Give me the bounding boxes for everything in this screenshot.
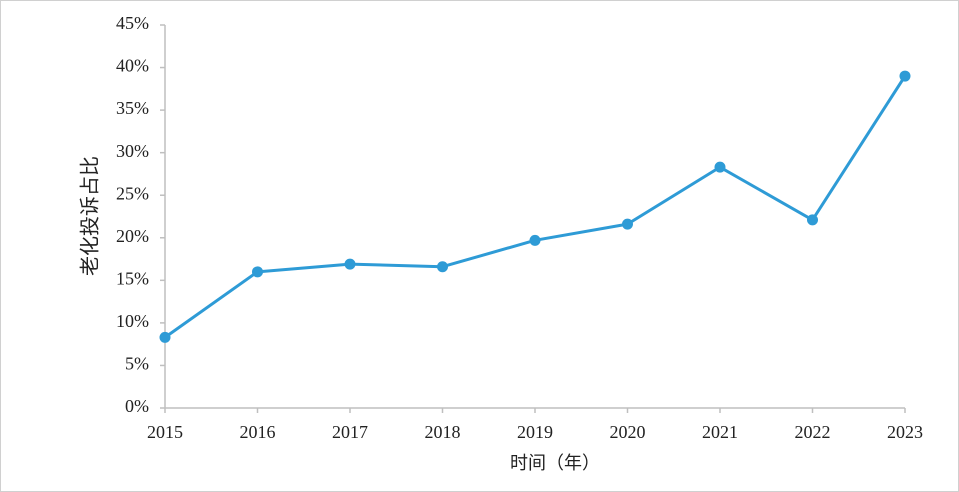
data-point [344, 258, 356, 270]
data-point [252, 266, 263, 278]
x-tick-label: 2018 [425, 422, 461, 442]
x-tick-label: 2016 [240, 422, 276, 442]
y-tick-label: 30% [116, 141, 149, 161]
x-tick-label: 2022 [795, 422, 831, 442]
x-axis-title: 时间（年） [510, 453, 600, 473]
y-tick-label: 10% [116, 311, 149, 331]
y-tick-label: 0% [125, 396, 149, 416]
x-tick-label: 2021 [702, 422, 738, 442]
y-tick-label: 15% [116, 268, 149, 288]
y-tick-label: 45% [116, 13, 149, 33]
data-point [437, 261, 448, 273]
data-point [807, 214, 818, 226]
x-tick-label: 2015 [147, 422, 183, 442]
x-tick-label: 2017 [332, 422, 368, 442]
y-axis-title: 老化投诉占比 [79, 156, 102, 276]
data-point [529, 234, 541, 246]
data-point [159, 331, 171, 343]
data-point [899, 70, 911, 82]
y-tick-label: 35% [116, 98, 149, 118]
y-tick-label: 40% [116, 56, 149, 76]
data-point [714, 161, 726, 173]
x-tick-label: 2019 [517, 422, 553, 442]
data-point [622, 218, 633, 230]
x-tick-label: 2023 [887, 422, 923, 442]
y-tick-label: 5% [125, 354, 149, 374]
y-tick-label: 25% [116, 183, 149, 203]
x-tick-label: 2020 [610, 422, 646, 442]
y-tick-label: 20% [116, 226, 149, 246]
